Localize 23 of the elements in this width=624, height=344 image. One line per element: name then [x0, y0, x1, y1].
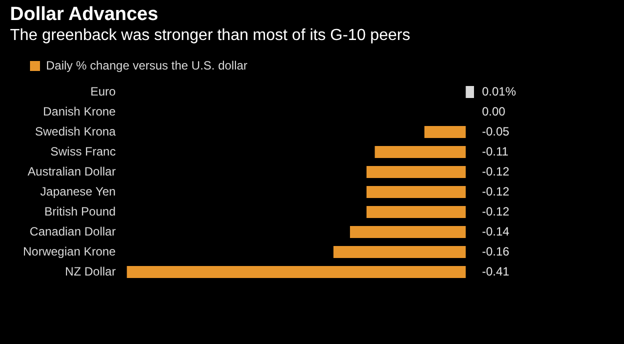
- chart-title: Dollar Advances: [10, 4, 158, 26]
- data-label: -0.12: [482, 184, 510, 198]
- y-tick-label: Norwegian Krone: [23, 244, 116, 258]
- y-tick-label: Swedish Krona: [35, 124, 116, 138]
- data-label: -0.14: [482, 224, 510, 238]
- y-tick-label: Australian Dollar: [28, 164, 116, 178]
- y-tick-label: Swiss Franc: [50, 144, 116, 158]
- data-label: -0.16: [482, 244, 510, 258]
- y-tick-label: NZ Dollar: [65, 264, 116, 278]
- data-label: -0.12: [482, 204, 510, 218]
- data-label: -0.12: [482, 164, 510, 178]
- y-tick-label: Japanese Yen: [40, 184, 116, 198]
- y-tick-label: Danish Krone: [43, 104, 116, 118]
- data-label: -0.41: [482, 264, 510, 278]
- chart-subtitle: The greenback was stronger than most of its G-10 peers: [10, 27, 410, 45]
- legend-label: Daily % change versus the U.S. dollar: [46, 58, 248, 72]
- y-tick-label: British Pound: [44, 204, 116, 218]
- data-label: 0.00: [482, 104, 506, 118]
- data-label: 0.01%: [482, 84, 516, 98]
- data-label: -0.05: [482, 124, 510, 138]
- data-label: -0.11: [482, 144, 509, 158]
- y-tick-label: Euro: [90, 84, 116, 98]
- y-tick-label: Canadian Dollar: [30, 224, 116, 238]
